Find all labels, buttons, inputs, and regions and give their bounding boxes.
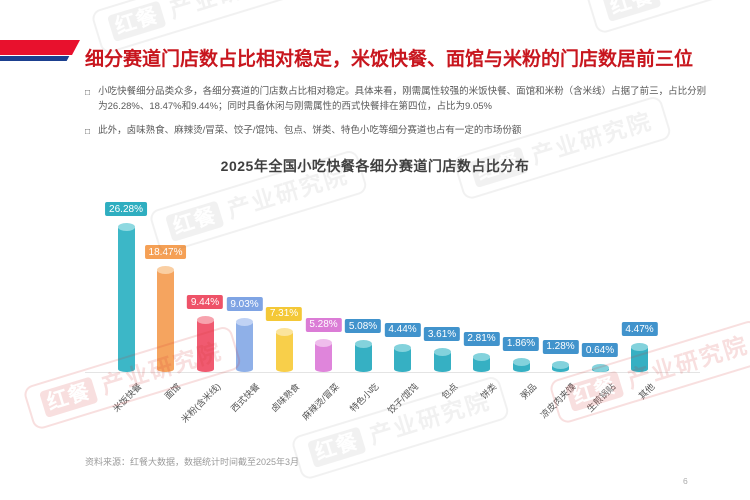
- bar: [196, 316, 214, 372]
- bar: [552, 360, 569, 372]
- bar-value-label: 5.08%: [344, 319, 382, 334]
- bar-value-label: 4.47%: [621, 322, 658, 337]
- bar-value-label: 9.03%: [226, 297, 263, 312]
- bar-top-ellipse: [315, 338, 332, 347]
- hongcan-logo-icon: 红餐: [106, 0, 167, 43]
- bar-value-label: 1.28%: [542, 339, 579, 354]
- bar-top-ellipse: [552, 360, 569, 369]
- bar-top-ellipse: [591, 364, 609, 373]
- bar-value-label: 18.47%: [144, 245, 187, 260]
- bar: [631, 343, 648, 372]
- bullet-list: □ 小吃快餐细分品类众多，各细分赛道的门店数占比相对稳定。具体来看，刚需属性较强…: [85, 84, 713, 148]
- chart-title: 2025年全国小吃快餐各细分赛道门店数占比分布: [220, 158, 530, 174]
- bar-value-label: 4.44%: [384, 322, 421, 337]
- bar-value-label: 1.86%: [502, 336, 540, 351]
- bar-top-ellipse: [631, 343, 648, 352]
- bar: [473, 352, 490, 372]
- bar-value-label: 0.64%: [581, 343, 619, 358]
- bar-top-ellipse: [433, 348, 451, 357]
- bar-top-ellipse: [473, 352, 490, 361]
- bar: [354, 340, 372, 372]
- bar: [591, 364, 609, 373]
- bar-top-ellipse: [354, 340, 372, 349]
- page-title: 细分赛道门店数占比相对稳定，米饭快餐、面馆与米粉的门店数居前三位: [85, 48, 694, 70]
- bar: [394, 343, 411, 372]
- bar-value-label: 3.61%: [423, 327, 461, 342]
- bar-top-ellipse: [275, 327, 293, 336]
- bar: [157, 266, 174, 372]
- bar-chart: 26.28% 18.47% 9.44% 9.03% 7.31% 5.28% 5.08% 4.4…: [85, 202, 700, 455]
- hongcan-logo-icon: 红餐: [601, 0, 662, 23]
- page-number: 6: [683, 476, 688, 486]
- bar: [275, 327, 293, 372]
- plot-area: 26.28% 18.47% 9.44% 9.03% 7.31% 5.28% 5.08% 4.4…: [85, 202, 700, 373]
- bullet-text: 此外，卤味熟食、麻辣烫/冒菜、饺子/馄饨、包点、饼类、特色小吃等细分赛道也占有一…: [98, 125, 522, 137]
- bar-value-label: 26.28%: [105, 202, 147, 217]
- bar: [315, 338, 332, 372]
- bar-top-ellipse: [157, 266, 174, 275]
- bar: [236, 318, 253, 372]
- bar: [433, 348, 451, 372]
- bar-value-label: 5.28%: [305, 317, 342, 332]
- bullet-text: 小吃快餐细分品类众多，各细分赛道的门店数占比相对稳定。具体来看，刚需属性较强的米…: [98, 86, 707, 113]
- bar-top-ellipse: [512, 357, 530, 366]
- bar-value-label: 9.44%: [186, 295, 224, 310]
- bar: [117, 223, 135, 372]
- source-note: 资料来源：红餐大数据，数据统计时间截至2025年3月: [85, 457, 300, 467]
- bar-value-label: 7.31%: [265, 306, 303, 321]
- bar: [512, 357, 530, 372]
- header-blue-underline: [0, 56, 70, 61]
- square-bullet-icon: □: [85, 126, 91, 137]
- bullet-item: □ 小吃快餐细分品类众多，各细分赛道的门店数占比相对稳定。具体来看，刚需属性较强…: [85, 84, 713, 114]
- bar-top-ellipse: [117, 223, 135, 232]
- bar-value-label: 2.81%: [463, 331, 500, 346]
- bar-top-ellipse: [196, 316, 214, 325]
- header-red-flag-icon: [0, 40, 80, 55]
- square-bullet-icon: □: [85, 87, 91, 97]
- bar-top-ellipse: [394, 343, 411, 352]
- watermark-text: 产业研究院: [166, 0, 293, 23]
- bullet-item: □ 此外，卤味熟食、麻辣烫/冒菜、饺子/馄饨、包点、饼类、特色小吃等细分赛道也占…: [85, 123, 713, 139]
- watermark-text: 产业研究院: [661, 0, 750, 3]
- bar-top-ellipse: [236, 318, 253, 327]
